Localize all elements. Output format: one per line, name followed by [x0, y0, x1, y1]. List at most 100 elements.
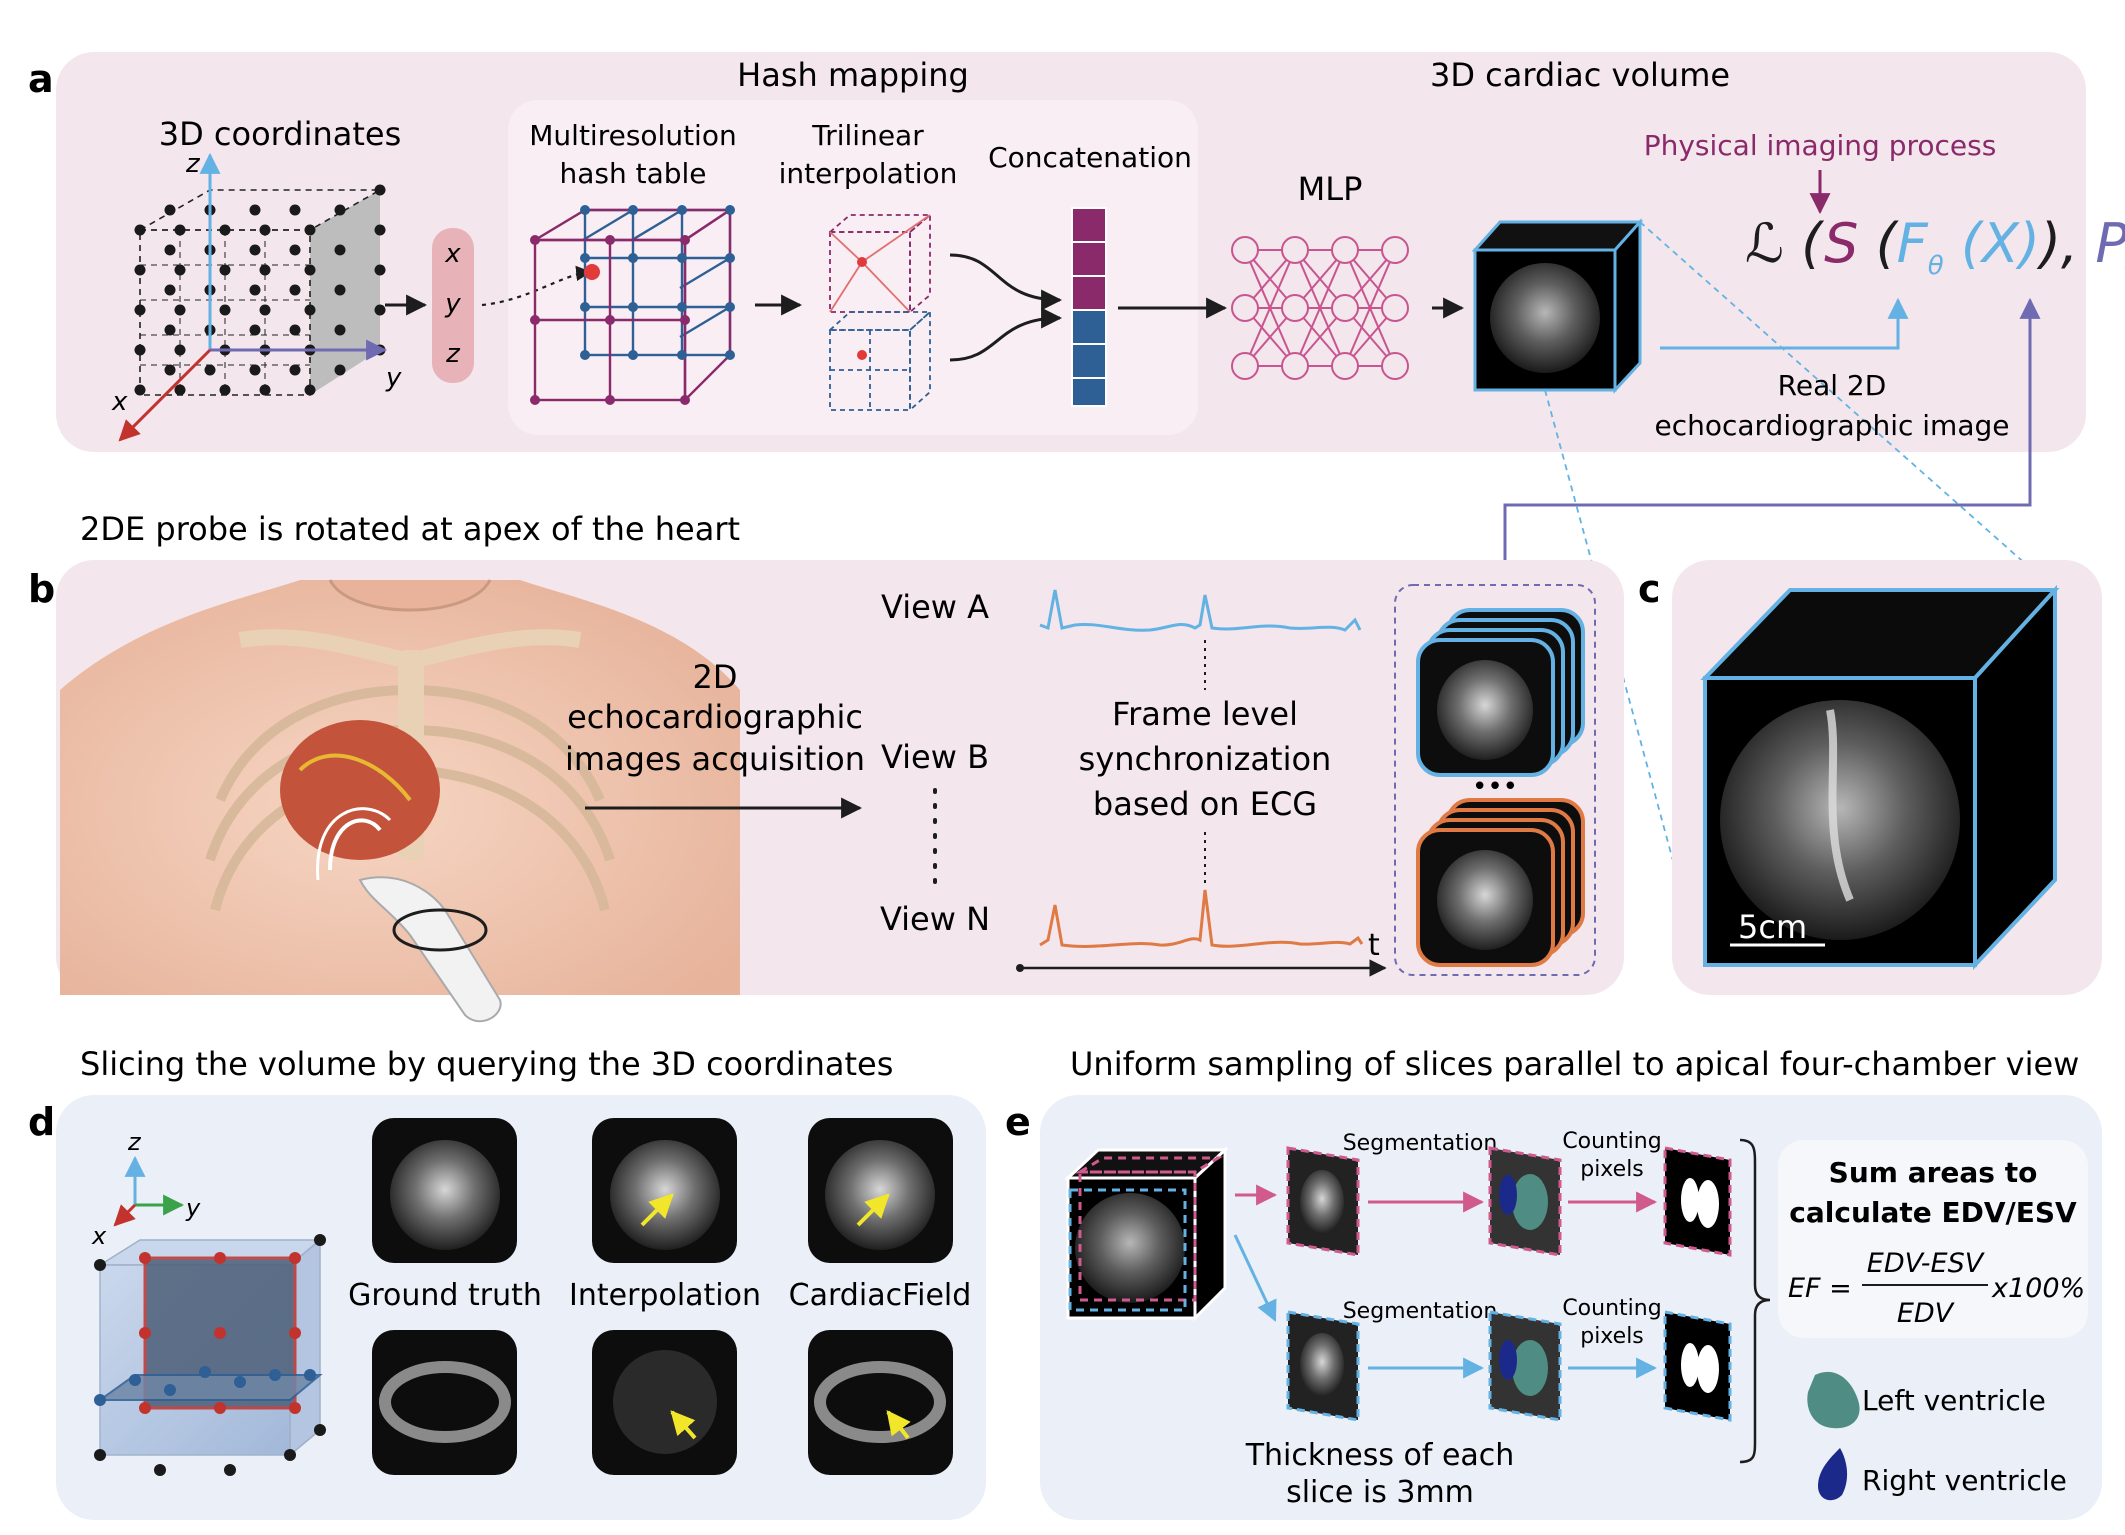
- count-label-blue-2: pixels: [1580, 1324, 1644, 1349]
- label-ground-truth: Ground truth: [348, 1278, 542, 1313]
- axis-z-label: z: [185, 149, 201, 179]
- count-label-blue-1: Counting: [1562, 1296, 1661, 1321]
- panel-b-letter: b: [28, 567, 55, 611]
- d-axis-z-label: z: [127, 1128, 142, 1156]
- label-cardiacfield: CardiacField: [789, 1278, 972, 1313]
- left-ventricle-swatch-icon: [1807, 1371, 1860, 1429]
- acquisition-label-3: images acquisition: [565, 740, 865, 778]
- vector-z: z: [445, 339, 461, 369]
- physical-process-label: Physical imaging process: [1644, 129, 1997, 162]
- scale-label: 5cm: [1738, 908, 1807, 946]
- thickness-label-1: Thickness of each: [1245, 1438, 1515, 1473]
- panel-e-title: Uniform sampling of slices parallel to a…: [1070, 1045, 2079, 1083]
- volume-zoom-line-top: [1639, 221, 2056, 591]
- mask-slice-pink: [1663, 1146, 1732, 1257]
- frames-stack-view-a: [1416, 608, 1585, 777]
- echo-tile-interpolation-apical: [592, 1118, 737, 1263]
- right-ventricle-swatch-icon: [1818, 1448, 1848, 1501]
- echo-tile-cardiacfield-short-axis: [808, 1330, 953, 1475]
- cardiac-volume-large: [1700, 584, 2060, 971]
- d-axis-x-label: x: [91, 1222, 107, 1250]
- vector-y: y: [444, 289, 461, 319]
- panel-d-title: Slicing the volume by querying the 3D co…: [80, 1045, 893, 1083]
- seg-label-blue: Segmentation: [1343, 1299, 1498, 1324]
- sum-brace: [1739, 1138, 1771, 1464]
- arrow-real-image-to-loss: [1503, 297, 2041, 580]
- merge-arrow-top: [949, 253, 1063, 311]
- sync-label-backdrop: [1100, 690, 1315, 830]
- left-ventricle-label: Left ventricle: [1862, 1384, 2046, 1417]
- panel-e-letter: e: [1005, 1100, 1031, 1144]
- xyz-vector: [432, 228, 474, 383]
- frames-stack-view-n: [1416, 798, 1585, 967]
- ecg-trace-view-a: [1039, 589, 1362, 632]
- sync-label-1: Frame level: [1112, 695, 1298, 733]
- echo-tile-ground-truth-short-axis: [372, 1330, 517, 1475]
- view-a-label: View A: [881, 588, 989, 626]
- label-interpolation: Interpolation: [569, 1278, 761, 1313]
- time-axis-origin: [1016, 964, 1024, 972]
- mask-slice-blue: [1663, 1310, 1732, 1422]
- hash-mapping-title: Hash mapping: [737, 56, 969, 94]
- ef-lhs: EF =: [1788, 1273, 1852, 1304]
- slice-blue: [1286, 1310, 1360, 1422]
- frames-ellipsis: •••: [1472, 772, 1518, 802]
- thickness-label-2: slice is 3mm: [1286, 1475, 1474, 1510]
- hash-grid-cube: [530, 205, 735, 405]
- frames-group-box: [1394, 584, 1596, 976]
- d-axis-x-arrow: [113, 1203, 137, 1227]
- cardiac-volume-cube: [1471, 218, 1644, 394]
- multires-label-1: Multiresolution: [529, 119, 736, 152]
- trilinear-label-1: Trilinear: [811, 119, 924, 152]
- real-image-label-2: echocardiographic image: [1654, 409, 2009, 442]
- right-ventricle-label: Right ventricle: [1862, 1464, 2067, 1497]
- sum-areas-label-1: Sum areas to: [1829, 1156, 2038, 1189]
- mlp-label: MLP: [1298, 170, 1363, 208]
- query-dotted-arrow: [481, 265, 592, 307]
- echo-tile-cardiacfield-apical: [808, 1118, 953, 1263]
- axis-x-arrow: [118, 348, 212, 442]
- axis-x-label: x: [111, 387, 128, 417]
- panel-b-title: 2DE probe is rotated at apex of the hear…: [80, 510, 740, 548]
- segmented-slice-pink: [1488, 1146, 1562, 1257]
- segmented-slice-blue: [1488, 1310, 1562, 1422]
- d-axis-y-label: y: [185, 1194, 201, 1222]
- slicing-volume-cube: [94, 1234, 326, 1476]
- coordinate-grid-cube: [134, 184, 386, 396]
- ef-tail: x100%: [1991, 1273, 2085, 1304]
- sync-label-3: based on ECG: [1093, 785, 1317, 823]
- concat-feature-vector: [1071, 207, 1107, 407]
- mlp-network: [1231, 236, 1409, 380]
- arrow-cube-to-slice-blue: [1233, 1234, 1277, 1322]
- torso-illustration: [60, 579, 740, 1023]
- multires-label-2: hash table: [559, 157, 706, 190]
- ultrasound-probe-icon: [316, 807, 502, 1023]
- count-label-pink-1: Counting: [1562, 1129, 1661, 1154]
- ef-numerator: EDV-ESV: [1867, 1248, 1986, 1279]
- count-label-pink-2: pixels: [1580, 1157, 1644, 1182]
- cardiac-volume-title: 3D cardiac volume: [1430, 56, 1730, 94]
- ef-formula-box: [1778, 1140, 2088, 1338]
- panel-d-letter: d: [28, 1100, 55, 1144]
- acquisition-label-1: 2D: [693, 658, 738, 696]
- acquisition-label-2: echocardiographic: [567, 698, 863, 736]
- view-n-label: View N: [880, 900, 990, 938]
- sync-label-2: synchronization: [1079, 740, 1332, 778]
- sum-areas-label-2: calculate EDV/ESV: [1789, 1196, 2077, 1229]
- coords-label: 3D coordinates: [159, 115, 402, 153]
- seg-label-pink: Segmentation: [1343, 1131, 1498, 1156]
- sampling-volume-cube: [1064, 1146, 1229, 1322]
- ecg-trace-view-n: [1039, 889, 1364, 948]
- slice-pink: [1286, 1146, 1360, 1257]
- echo-tile-interpolation-short-axis: [592, 1330, 737, 1475]
- panel-c-letter: c: [1638, 567, 1661, 611]
- trilinear-label-2: interpolation: [779, 157, 958, 190]
- arrow-volume-to-loss: [1660, 297, 1909, 350]
- trilinear-cube-blue: [827, 309, 933, 413]
- panel-a-letter: a: [28, 57, 54, 101]
- echo-tile-ground-truth-apical: [372, 1118, 517, 1263]
- concat-label: Concatenation: [988, 141, 1192, 174]
- time-axis-label: t: [1368, 928, 1380, 963]
- vector-x: x: [444, 239, 461, 269]
